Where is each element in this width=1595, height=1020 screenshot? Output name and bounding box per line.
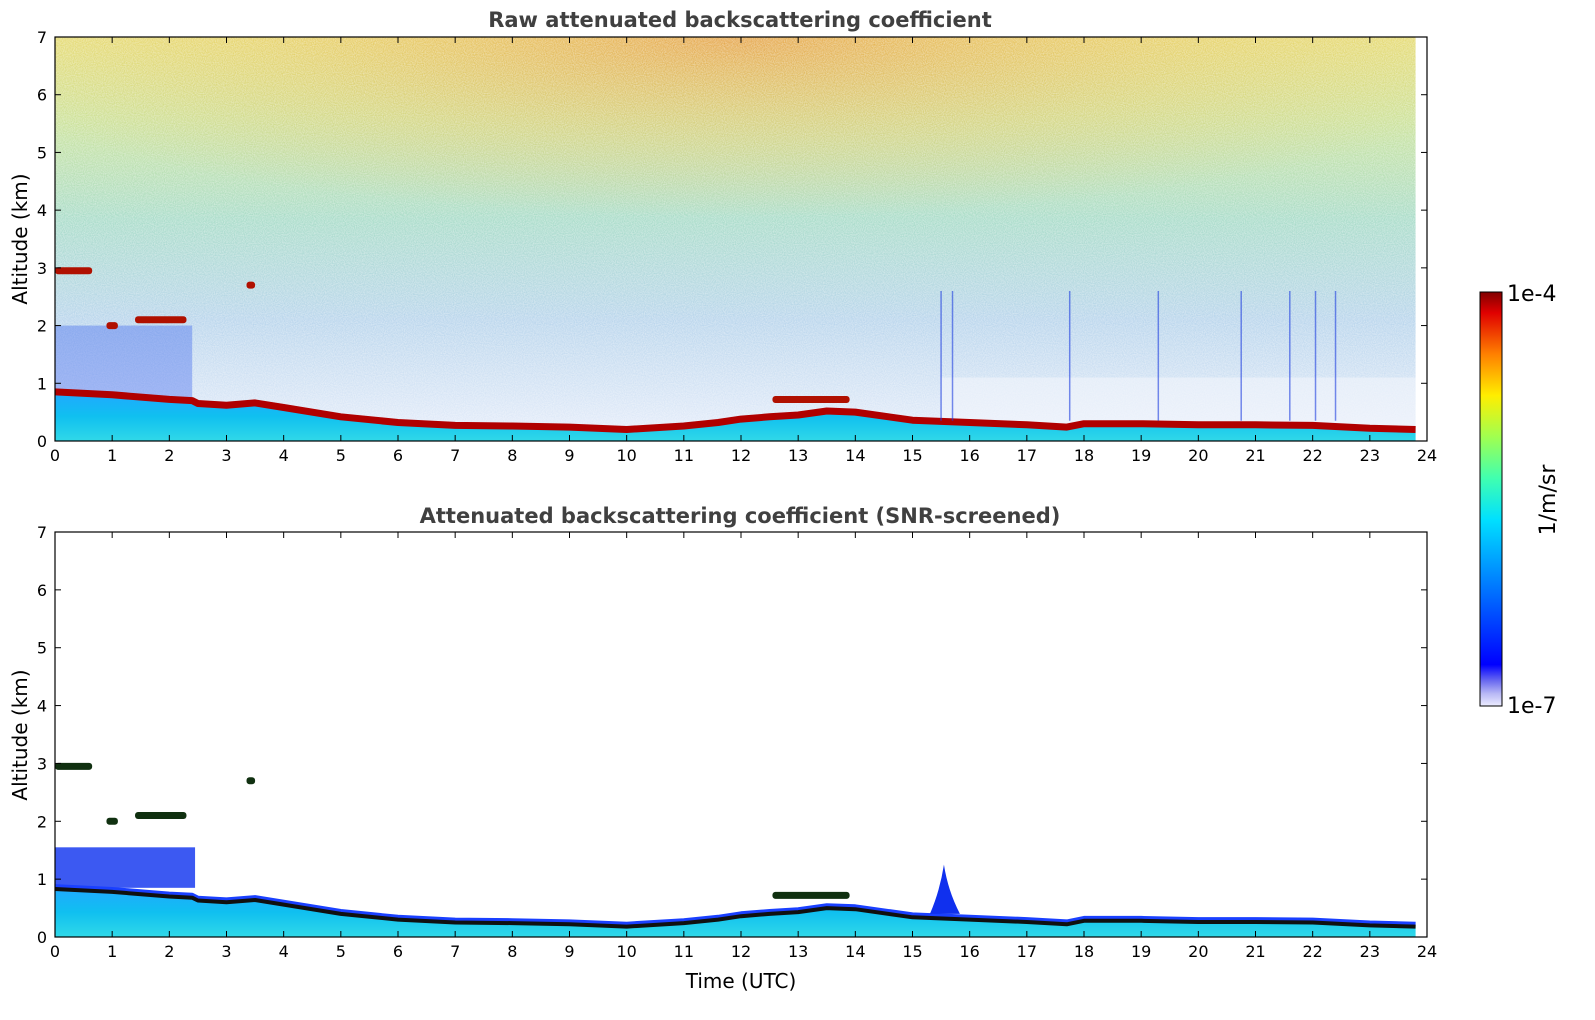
y-tick-label: 5 [37,639,47,658]
colorbar-gradient [1479,291,1503,707]
panel2-background [55,532,1427,937]
x-tick-label: 22 [1302,446,1322,465]
colorbar: 1e-4 1e-7 1/m/sr [1479,282,1561,719]
x-tick-label: 18 [1074,942,1094,961]
x-tick-label: 2 [164,942,174,961]
cloud-layer [135,812,187,819]
x-tick-label: 8 [507,446,517,465]
cloud-layer [55,762,93,770]
boundary-layer-top [55,388,1416,433]
x-tick-label: 12 [731,446,751,465]
x-tick-label: 10 [616,942,636,961]
y-tick-label: 2 [37,812,47,831]
colorbar-min-label: 1e-7 [1507,694,1556,719]
x-tick-label: 1 [107,446,117,465]
y-tick-label: 6 [37,86,47,105]
y-tick-label: 1 [37,374,47,393]
y-tick-label: 5 [37,143,47,162]
panel1-title: Raw attenuated backscattering coefficien… [488,8,992,32]
y-tick-label: 0 [37,432,47,451]
cloud-layer [106,322,118,330]
x-tick-label: 14 [845,446,865,465]
x-tick-label: 14 [845,942,865,961]
cloud-layer [55,267,93,275]
x-tick-label: 24 [1417,942,1437,961]
cloud-layer [106,817,118,825]
aerosol-layer [55,847,196,888]
x-tick-label: 19 [1131,942,1151,961]
x-tick-label: 22 [1302,942,1322,961]
x-tick-label: 23 [1360,942,1380,961]
x-tick-label: 20 [1188,942,1208,961]
panel2-title: Attenuated backscattering coefficient (S… [420,504,1061,528]
x-tick-label: 18 [1074,446,1094,465]
x-tick-label: 7 [450,942,460,961]
cloud-layer [135,316,187,324]
y-tick-label: 6 [37,581,47,600]
x-tick-label: 17 [1017,942,1037,961]
y-tick-label: 3 [37,259,47,278]
boundary-layer [55,887,1416,937]
x-tick-label: 5 [336,942,346,961]
panel1-speckle-noise [55,37,1417,441]
x-tick-label: 1 [107,942,117,961]
no-data-region [1415,37,1427,441]
x-tick-label: 0 [50,446,60,465]
x-tick-label: 0 [50,942,60,961]
cloud-layer [246,281,256,289]
cloud-layer [246,777,256,785]
x-tick-label: 11 [674,942,694,961]
panel2-xlabel: Time (UTC) [685,969,797,993]
x-tick-label: 15 [902,446,922,465]
x-tick-label: 17 [1017,446,1037,465]
panel1-ylabel: Altitude (km) [8,173,32,304]
colorbar-unit-label: 1/m/sr [1536,464,1561,536]
x-tick-label: 6 [393,942,403,961]
x-tick-label: 23 [1360,446,1380,465]
x-tick-label: 11 [674,446,694,465]
x-tick-label: 13 [788,942,808,961]
x-tick-label: 19 [1131,446,1151,465]
x-tick-label: 3 [221,446,231,465]
x-tick-label: 21 [1245,942,1265,961]
x-tick-label: 8 [507,942,517,961]
x-tick-label: 21 [1245,446,1265,465]
y-tick-label: 7 [37,523,47,542]
boundary-layer-edge [55,884,1416,926]
x-tick-label: 16 [959,446,979,465]
y-tick-label: 2 [37,317,47,336]
y-tick-label: 4 [37,697,47,716]
panel1-plot-area [55,37,1427,441]
x-tick-label: 10 [616,446,636,465]
x-tick-label: 2 [164,446,174,465]
x-tick-label: 9 [564,942,574,961]
y-tick-label: 4 [37,201,47,220]
y-tick-label: 1 [37,870,47,889]
cloud-layer [772,395,850,403]
x-tick-label: 9 [564,446,574,465]
x-tick-label: 13 [788,446,808,465]
x-tick-label: 15 [902,942,922,961]
colorbar-max-label: 1e-4 [1507,282,1556,307]
panel2-plot-area [55,532,1427,937]
x-tick-label: 4 [279,446,289,465]
panel2-ylabel: Altitude (km) [8,669,32,800]
x-tick-label: 16 [959,942,979,961]
x-tick-label: 4 [279,942,289,961]
cloud-layer [772,891,850,899]
y-tick-label: 3 [37,754,47,773]
x-tick-label: 7 [450,446,460,465]
y-tick-label: 0 [37,928,47,947]
boundary-layer-top [55,887,1416,929]
y-tick-label: 7 [37,28,47,47]
aerosol-plume [929,864,960,914]
x-tick-label: 12 [731,942,751,961]
x-tick-label: 24 [1417,446,1437,465]
x-tick-label: 20 [1188,446,1208,465]
x-tick-label: 6 [393,446,403,465]
x-tick-label: 5 [336,446,346,465]
x-tick-label: 3 [221,942,231,961]
